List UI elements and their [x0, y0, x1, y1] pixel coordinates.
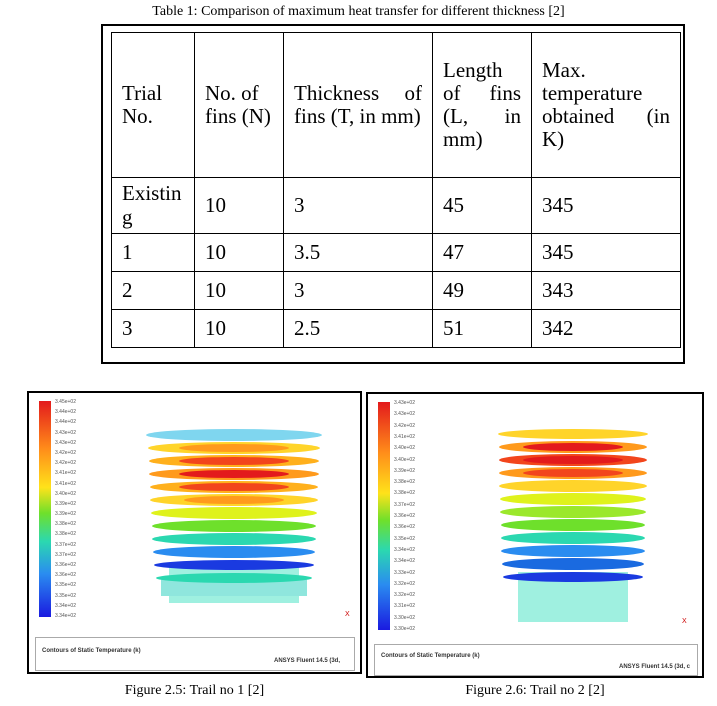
comparison-table: Trial No. No. of fins (N) Thickness of f… [111, 32, 681, 348]
legend-tick-label: 3.36e+02 [55, 572, 76, 579]
legend-tick-label: 3.40e+02 [55, 490, 76, 497]
table-cell: 342 [531, 309, 681, 348]
table-cell: 345 [531, 177, 681, 234]
legend-tick-label: 3.37e+02 [55, 541, 76, 548]
table-frame: Trial No. No. of fins (N) Thickness of f… [101, 24, 685, 364]
legend-tick-label: 3.30e+02 [394, 614, 415, 621]
table-header-row: Trial No. No. of fins (N) Thickness of f… [111, 32, 681, 178]
table-cell: 45 [432, 177, 532, 234]
table-cell: 10 [194, 177, 284, 234]
table-row: 2 10 3 49 343 [111, 271, 681, 310]
table-cell: 345 [531, 233, 681, 272]
figure-2-6-frame: 3.43e+02 3.43e+02 3.42e+02 3.41e+02 3.40e+02… [366, 392, 704, 678]
table-cell: 2 [111, 271, 195, 310]
table-cell: Existing [111, 177, 195, 234]
legend-tick-label: 3.36e+02 [55, 562, 76, 569]
figure-2-5-frame: 3.45e+02 3.44e+02 3.44e+02 3.43e+02 3.43e+02… [27, 391, 362, 674]
legend-tick-label: 3.41e+02 [55, 480, 76, 487]
figure-2-6-caption: Figure 2.6: Trail no 2 [2] [465, 683, 605, 698]
axis-triad-label: X [345, 611, 350, 618]
legend-tick-label: 3.32e+02 [394, 592, 415, 599]
legend-tick-label: 3.35e+02 [394, 535, 415, 542]
table-cell: 2.5 [283, 309, 433, 348]
fin-contour-plot [498, 429, 648, 622]
table-cell: 10 [194, 271, 284, 310]
legend-tick-label: 3.38e+02 [394, 479, 415, 486]
table-cell: 3 [283, 177, 433, 234]
legend-tick-label: 3.44e+02 [55, 409, 76, 416]
temperature-legend-bar [39, 401, 51, 617]
header-cell-length: Length of fins (L, in mm) [432, 32, 532, 178]
legend-tick-label: 3.43e+02 [55, 429, 76, 436]
legend-tick-label: 3.43e+02 [55, 439, 76, 446]
legend-tick-label: 3.34e+02 [394, 558, 415, 565]
table-cell: 49 [432, 271, 532, 310]
legend-tick-label: 3.31e+02 [394, 603, 415, 610]
axis-triad-label: X [682, 618, 687, 625]
table-cell: 3.5 [283, 233, 433, 272]
figure-2-5-caption: Figure 2.5: Trail no 1 [2] [124, 683, 265, 698]
table-cell: 10 [194, 233, 284, 272]
table-row: 1 10 3.5 47 345 [111, 233, 681, 272]
legend-tick-label: 3.42e+02 [394, 422, 415, 429]
legend-tick-label: 3.44e+02 [55, 419, 76, 426]
legend-tick-label: 3.40e+02 [394, 456, 415, 463]
table-row: Existing 10 3 45 345 [111, 177, 681, 234]
legend-tick-label: 3.35e+02 [55, 592, 76, 599]
table-row: 3 10 2.5 51 342 [111, 309, 681, 348]
legend-tick-label: 3.37e+02 [394, 501, 415, 508]
legend-tick-label: 3.34e+02 [55, 602, 76, 609]
fin-contour-plot [146, 429, 322, 603]
legend-tick-label: 3.38e+02 [55, 531, 76, 538]
legend-tick-label: 3.39e+02 [394, 467, 415, 474]
legend-tick-label: 3.33e+02 [394, 569, 415, 576]
legend-tick-label: 3.38e+02 [394, 490, 415, 497]
legend-tick-label: 3.42e+02 [55, 449, 76, 456]
legend-tick-label: 3.38e+02 [55, 521, 76, 528]
table-caption: Table 1: Comparison of maximum heat tran… [152, 4, 565, 19]
table-cell: 343 [531, 271, 681, 310]
legend-tick-label: 3.35e+02 [55, 582, 76, 589]
legend-tick-label: 3.41e+02 [55, 470, 76, 477]
contour-label: Contours of Static Temperature (k) [42, 648, 141, 654]
table-cell: 10 [194, 309, 284, 348]
legend-tick-label: 3.43e+02 [394, 411, 415, 418]
contour-label: Contours of Static Temperature (k) [381, 653, 480, 659]
software-label: ANSYS Fluent 14.5 (3d, c [619, 664, 691, 670]
software-label: ANSYS Fluent 14.5 (3d, [274, 658, 341, 664]
header-cell-thickness: Thickness of fins (T, in mm) [283, 32, 433, 178]
table-cell: 51 [432, 309, 532, 348]
legend-tick-label: 3.34e+02 [394, 546, 415, 553]
legend-footer-bar: Contours of Static Temperature (k) ANSYS… [35, 637, 355, 671]
header-cell-fins: No. of fins (N) [194, 32, 284, 178]
legend-tick-label: 3.36e+02 [394, 513, 415, 519]
legend-tick-label: 3.45e+02 [55, 399, 76, 405]
header-cell-temperature: Max. temperature obtained (in K) [531, 32, 681, 178]
temperature-legend-bar [378, 402, 390, 630]
legend-tick-label: 3.36e+02 [394, 524, 415, 531]
table-cell: 47 [432, 233, 532, 272]
legend-tick-label: 3.42e+02 [55, 460, 76, 467]
header-cell-trial: Trial No. [111, 32, 195, 178]
legend-tick-label: 3.34e+02 [55, 613, 76, 619]
legend-tick-label: 3.32e+02 [394, 580, 415, 587]
table-cell: 3 [283, 271, 433, 310]
legend-tick-label: 3.39e+02 [55, 500, 76, 507]
legend-tick-label: 3.40e+02 [394, 445, 415, 452]
legend-tick-label: 3.30e+02 [394, 626, 415, 632]
legend-tick-label: 3.41e+02 [394, 433, 415, 440]
table-cell: 3 [111, 309, 195, 348]
legend-footer-bar: Contours of Static Temperature (k) ANSYS… [374, 644, 698, 676]
legend-tick-label: 3.43e+02 [394, 400, 415, 406]
legend-tick-label: 3.39e+02 [55, 511, 76, 518]
legend-tick-label: 3.37e+02 [55, 551, 76, 558]
table-cell: 1 [111, 233, 195, 272]
